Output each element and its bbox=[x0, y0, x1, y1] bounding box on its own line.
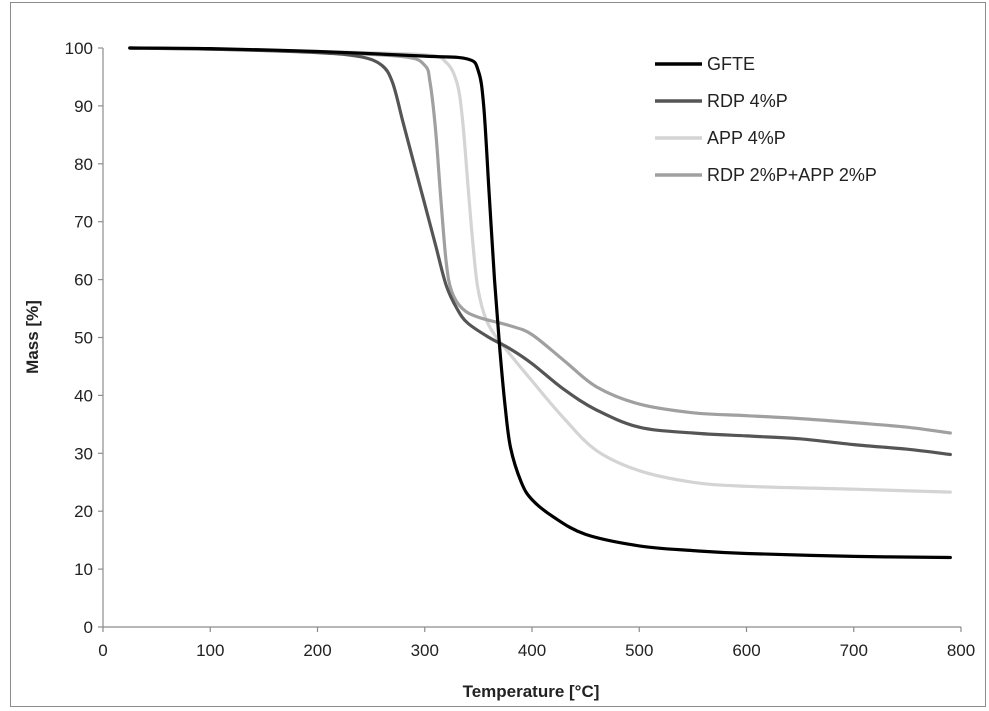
y-tick-label: 50 bbox=[74, 329, 93, 348]
x-tick-label: 800 bbox=[947, 641, 975, 660]
series-line-app-4-p bbox=[128, 46, 952, 494]
legend: GFTE RDP 4%P APP 4%P RDP 2%P+APP 2%P bbox=[655, 54, 877, 185]
x-tick-label: 400 bbox=[518, 641, 546, 660]
y-tick-label: 90 bbox=[74, 97, 93, 116]
y-tick-label: 20 bbox=[74, 502, 93, 521]
legend-label-rdp-2-p-app-2-p: RDP 2%P+APP 2%P bbox=[707, 165, 877, 185]
y-tick-label: 100 bbox=[65, 39, 93, 58]
legend-label-app-4-p: APP 4%P bbox=[707, 128, 786, 148]
y-tick-label: 40 bbox=[74, 386, 93, 405]
series-layer bbox=[128, 46, 952, 560]
series-line-rdp-2-p-app-2-p bbox=[128, 46, 952, 435]
x-tick-label: 700 bbox=[840, 641, 868, 660]
x-tick-label: 600 bbox=[732, 641, 760, 660]
chart-frame bbox=[10, 2, 986, 707]
x-tick-label: 100 bbox=[196, 641, 224, 660]
x-tick-label: 300 bbox=[411, 641, 439, 660]
y-tick-label: 0 bbox=[84, 618, 93, 637]
legend-label-gfte: GFTE bbox=[707, 54, 755, 74]
y-tick-label: 30 bbox=[74, 444, 93, 463]
legend-label-rdp-4-p: RDP 4%P bbox=[707, 91, 788, 111]
y-axis-title: Mass [%] bbox=[23, 300, 42, 374]
y-tick-label: 60 bbox=[74, 271, 93, 290]
x-axis-title: Temperature [°C] bbox=[463, 682, 600, 701]
series-line-rdp-4-p bbox=[128, 46, 952, 457]
plot-area: 0 10 20 30 40 50 60 70 80 90 100 0 100 200 300 400 500 60… bbox=[65, 39, 976, 660]
y-tick-label: 80 bbox=[74, 155, 93, 174]
x-tick-label: 0 bbox=[98, 641, 107, 660]
x-tick-label: 200 bbox=[303, 641, 331, 660]
series-line-gfte bbox=[128, 46, 952, 560]
y-tick-label: 70 bbox=[74, 213, 93, 232]
y-tick-label: 10 bbox=[74, 560, 93, 579]
x-tick-label: 500 bbox=[625, 641, 653, 660]
